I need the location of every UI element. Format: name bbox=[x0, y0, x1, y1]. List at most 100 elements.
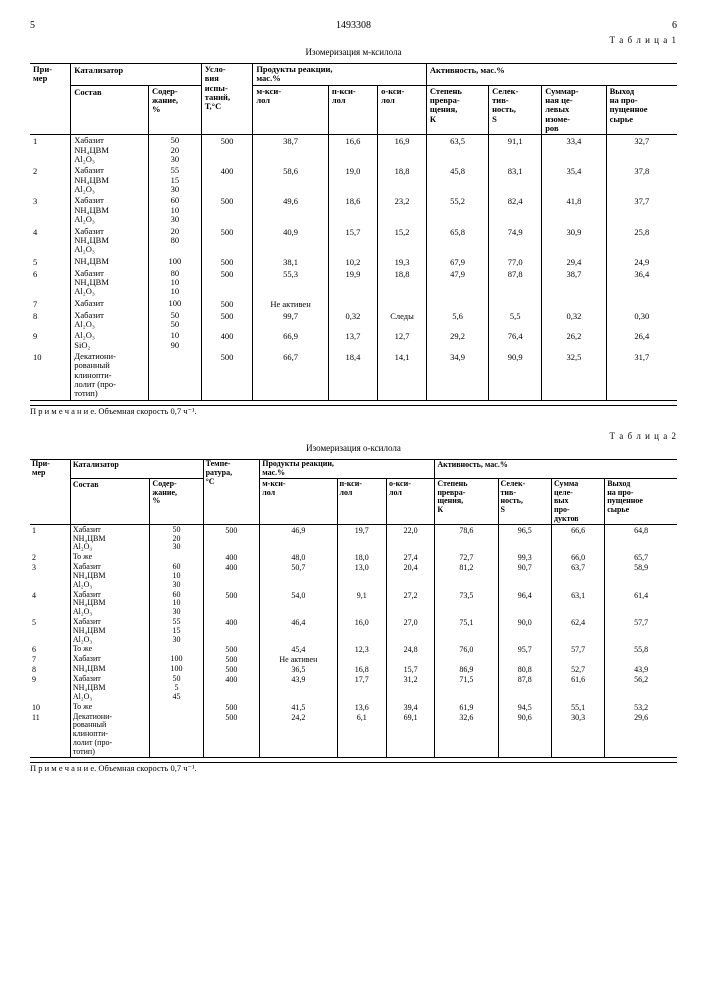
cell-comp: Хабазит NH₄ЦВМ Аl₂O₃ bbox=[70, 590, 150, 617]
cell-o: 27,2 bbox=[386, 590, 434, 617]
cell-m: 66,9 bbox=[253, 330, 329, 351]
cell-s: 90,9 bbox=[489, 351, 542, 400]
th2-pxyl: п-кси- лол bbox=[337, 479, 386, 525]
cell-m: 99,7 bbox=[253, 310, 329, 331]
cell-m: 50,7 bbox=[260, 563, 337, 590]
cell-comp: Хабазит NH₄ЦВМ Аl₂O₃ bbox=[70, 525, 150, 553]
cell-cont: 10 90 bbox=[148, 330, 201, 351]
cell-cont: 50 20 30 bbox=[148, 135, 201, 166]
cell-comp: Хабазит NH₄ЦВМ Аl₂O₃ bbox=[70, 563, 150, 590]
cell-s: 76,4 bbox=[489, 330, 542, 351]
table-row: 10Декатиони- рованный клинопти- лолит (п… bbox=[30, 351, 677, 400]
cell-p: 15,7 bbox=[328, 226, 377, 256]
cell-y: 37,8 bbox=[606, 165, 677, 195]
cell-sum: 33,4 bbox=[542, 135, 606, 166]
cell-n: 11 bbox=[30, 712, 70, 757]
th-sum: Суммар- ная це- левых изоме- ров bbox=[542, 85, 606, 135]
cell-cont bbox=[150, 645, 203, 655]
page-header: 5 1493308 6 bbox=[30, 20, 677, 31]
cell-cont: 50 50 bbox=[148, 310, 201, 331]
cell-o: 31,2 bbox=[386, 675, 434, 702]
cell-s: 99,3 bbox=[498, 553, 551, 563]
cell-n: 10 bbox=[30, 351, 71, 400]
cell-n: 6 bbox=[30, 645, 70, 655]
cell-y: 31,7 bbox=[606, 351, 677, 400]
th2-composition: Состав bbox=[70, 479, 150, 525]
cell-comp: Хабазит NH₄ЦВМ Аl₂O₃ bbox=[70, 617, 150, 644]
cell-t: 500 bbox=[201, 268, 253, 298]
cell-p bbox=[337, 655, 386, 665]
cell-comp: Al₂O₃ SiO₂ bbox=[71, 330, 149, 351]
cell-comp: То же bbox=[70, 645, 150, 655]
table-row: 6То же50045,412,324,876,095,757,755,8 bbox=[30, 645, 677, 655]
cell-p: 17,7 bbox=[337, 675, 386, 702]
cell-p: 9,1 bbox=[337, 590, 386, 617]
table2-label: Т а б л и ц а 2 bbox=[30, 431, 677, 441]
cell-s: 96,5 bbox=[498, 525, 551, 553]
cell-comp: NH₄ЦВМ bbox=[71, 256, 149, 268]
cell-sum: 29,4 bbox=[542, 256, 606, 268]
cell-n: 6 bbox=[30, 268, 71, 298]
cell-p: 19,0 bbox=[328, 165, 377, 195]
cell-sum: 41,8 bbox=[542, 195, 606, 225]
cell-t: 400 bbox=[203, 675, 260, 702]
cell-cont bbox=[148, 351, 201, 400]
cell-k: 65,8 bbox=[426, 226, 488, 256]
table-row: 9Хабазит NH₄ЦВМ Аl₂O₃50 5 4540043,917,73… bbox=[30, 675, 677, 702]
table2-note: П р и м е ч а н и е. Объемная скорость 0… bbox=[30, 762, 677, 774]
table-row: 5NH₄ЦВМ10050038,110,219,367,977,029,424,… bbox=[30, 256, 677, 268]
cell-m: 38,7 bbox=[253, 135, 329, 166]
cell-p: 6,1 bbox=[337, 712, 386, 757]
table1-note: П р и м е ч а н и е. Объемная скорость 0… bbox=[30, 405, 677, 417]
cell-k: 71,5 bbox=[435, 675, 498, 702]
cell-k: 45,8 bbox=[426, 165, 488, 195]
th-primer: При- мер bbox=[30, 64, 71, 135]
cell-m: 41,5 bbox=[260, 702, 337, 712]
cell-k: 75,1 bbox=[435, 617, 498, 644]
cell-sum: 30,9 bbox=[542, 226, 606, 256]
cell-y: 36,4 bbox=[606, 268, 677, 298]
cell-cont: 80 10 10 bbox=[148, 268, 201, 298]
cell-t: 500 bbox=[203, 525, 260, 553]
cell-o: 19,3 bbox=[378, 256, 427, 268]
cell-sum: 66,6 bbox=[551, 525, 604, 553]
cell-cont bbox=[150, 553, 203, 563]
cell-n: 3 bbox=[30, 563, 70, 590]
th-mxyl: м-кси- лол bbox=[253, 85, 329, 135]
page-right: 6 bbox=[672, 20, 677, 31]
cell-sum: 61,6 bbox=[551, 675, 604, 702]
cell-p: 13,7 bbox=[328, 330, 377, 351]
cell-p bbox=[328, 298, 377, 310]
cell-n: 9 bbox=[30, 330, 71, 351]
cell-cont: 100 bbox=[150, 655, 203, 665]
cell-n: 5 bbox=[30, 617, 70, 644]
cell-sum: 57,7 bbox=[551, 645, 604, 655]
cell-t: 500 bbox=[201, 310, 253, 331]
cell-p: 10,2 bbox=[328, 256, 377, 268]
cell-s: 77,0 bbox=[489, 256, 542, 268]
th2-degree: Степень превра- щения, К bbox=[435, 479, 498, 525]
table-row: 8NH₄ЦВМ10050036,516,815,786,980,852,743,… bbox=[30, 665, 677, 675]
table-row: 3Хабазит NH₄ЦВМ Аl₂O₃60 10 3050049,618,6… bbox=[30, 195, 677, 225]
cell-cont: 60 10 30 bbox=[150, 563, 203, 590]
cell-cont: 100 bbox=[148, 298, 201, 310]
cell-k: 73,5 bbox=[435, 590, 498, 617]
cell-m: 45,4 bbox=[260, 645, 337, 655]
cell-k bbox=[426, 298, 488, 310]
cell-o: 15,7 bbox=[386, 665, 434, 675]
cell-o: 24,8 bbox=[386, 645, 434, 655]
cell-comp: То же bbox=[70, 553, 150, 563]
cell-y: 26,4 bbox=[606, 330, 677, 351]
cell-k: 63,5 bbox=[426, 135, 488, 166]
table-row: 5Хабазит NH₄ЦВМ Аl₂O₃55 15 3040046,416,0… bbox=[30, 617, 677, 644]
cell-y: 58,9 bbox=[605, 563, 677, 590]
table-row: 2То же40048,018,027,472,799,366,065,7 bbox=[30, 553, 677, 563]
cell-m: 54,0 bbox=[260, 590, 337, 617]
cell-cont bbox=[150, 702, 203, 712]
table-row: 3Хабазит NH₄ЦВМ Аl₂O₃60 10 3040050,713,0… bbox=[30, 563, 677, 590]
th-content: Содер- жание, % bbox=[148, 85, 201, 135]
cell-sum bbox=[551, 655, 604, 665]
cell-p: 16,6 bbox=[328, 135, 377, 166]
cell-o: 69,1 bbox=[386, 712, 434, 757]
table-row: 7Хабазит100500Не активен bbox=[30, 298, 677, 310]
